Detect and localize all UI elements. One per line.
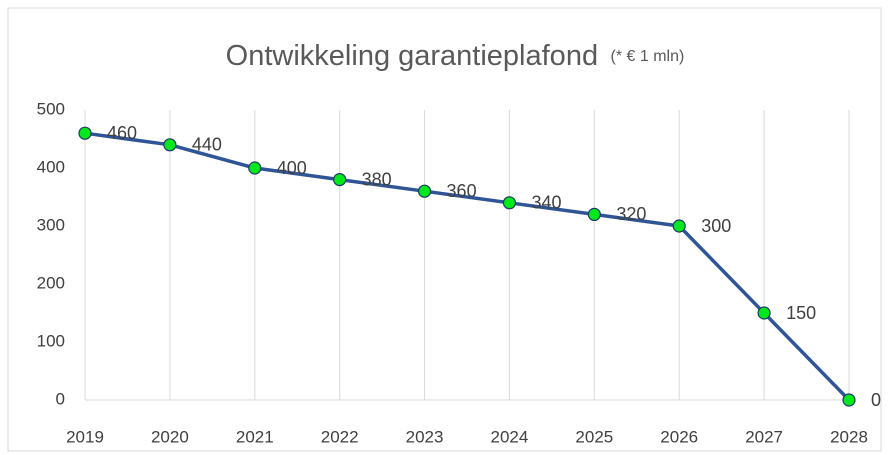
x-tick-label: 2025 bbox=[575, 427, 613, 446]
data-label: 320 bbox=[616, 204, 646, 224]
chart-subtitle: (* € 1 mln) bbox=[611, 48, 685, 65]
y-tick-label: 400 bbox=[37, 157, 65, 176]
data-label: 0 bbox=[871, 390, 881, 410]
data-point bbox=[502, 196, 517, 210]
chart-frame bbox=[7, 7, 882, 452]
data-point bbox=[248, 161, 262, 175]
x-tick-label: 2019 bbox=[66, 427, 104, 446]
data-point bbox=[333, 173, 347, 187]
x-tick-label: 2021 bbox=[236, 427, 274, 446]
chart-title: Ontwikkeling garantieplafond bbox=[226, 40, 598, 72]
data-point bbox=[417, 184, 432, 198]
x-tick-label: 2027 bbox=[745, 427, 783, 446]
data-label: 340 bbox=[531, 193, 561, 213]
x-tick-label: 2022 bbox=[321, 427, 359, 446]
y-tick-label: 100 bbox=[37, 331, 65, 350]
data-label: 300 bbox=[701, 216, 731, 236]
data-point bbox=[587, 207, 601, 221]
data-label: 440 bbox=[192, 135, 222, 155]
data-point bbox=[842, 393, 856, 407]
y-tick-label: 200 bbox=[37, 273, 65, 292]
y-tick-label: 0 bbox=[56, 389, 65, 408]
data-label: 380 bbox=[362, 169, 392, 189]
x-tick-label: 2024 bbox=[491, 427, 529, 446]
x-tick-label: 2023 bbox=[406, 427, 444, 446]
x-tick-label: 2020 bbox=[151, 427, 189, 446]
data-label: 150 bbox=[786, 303, 816, 323]
chart-title-group: Ontwikkeling garantieplafond (* € 1 mln) bbox=[226, 40, 685, 72]
data-line bbox=[84, 131, 851, 402]
data-point bbox=[672, 219, 686, 233]
y-tick-label: 500 bbox=[37, 99, 65, 118]
data-label: 460 bbox=[107, 123, 137, 143]
data-point bbox=[163, 138, 177, 152]
x-tick-label: 2028 bbox=[830, 427, 868, 446]
data-label: 360 bbox=[447, 181, 477, 201]
x-tick-label: 2026 bbox=[660, 427, 698, 446]
data-point bbox=[757, 306, 771, 320]
y-tick-label: 300 bbox=[37, 215, 65, 234]
data-point bbox=[78, 126, 92, 140]
data-label: 400 bbox=[277, 158, 307, 178]
